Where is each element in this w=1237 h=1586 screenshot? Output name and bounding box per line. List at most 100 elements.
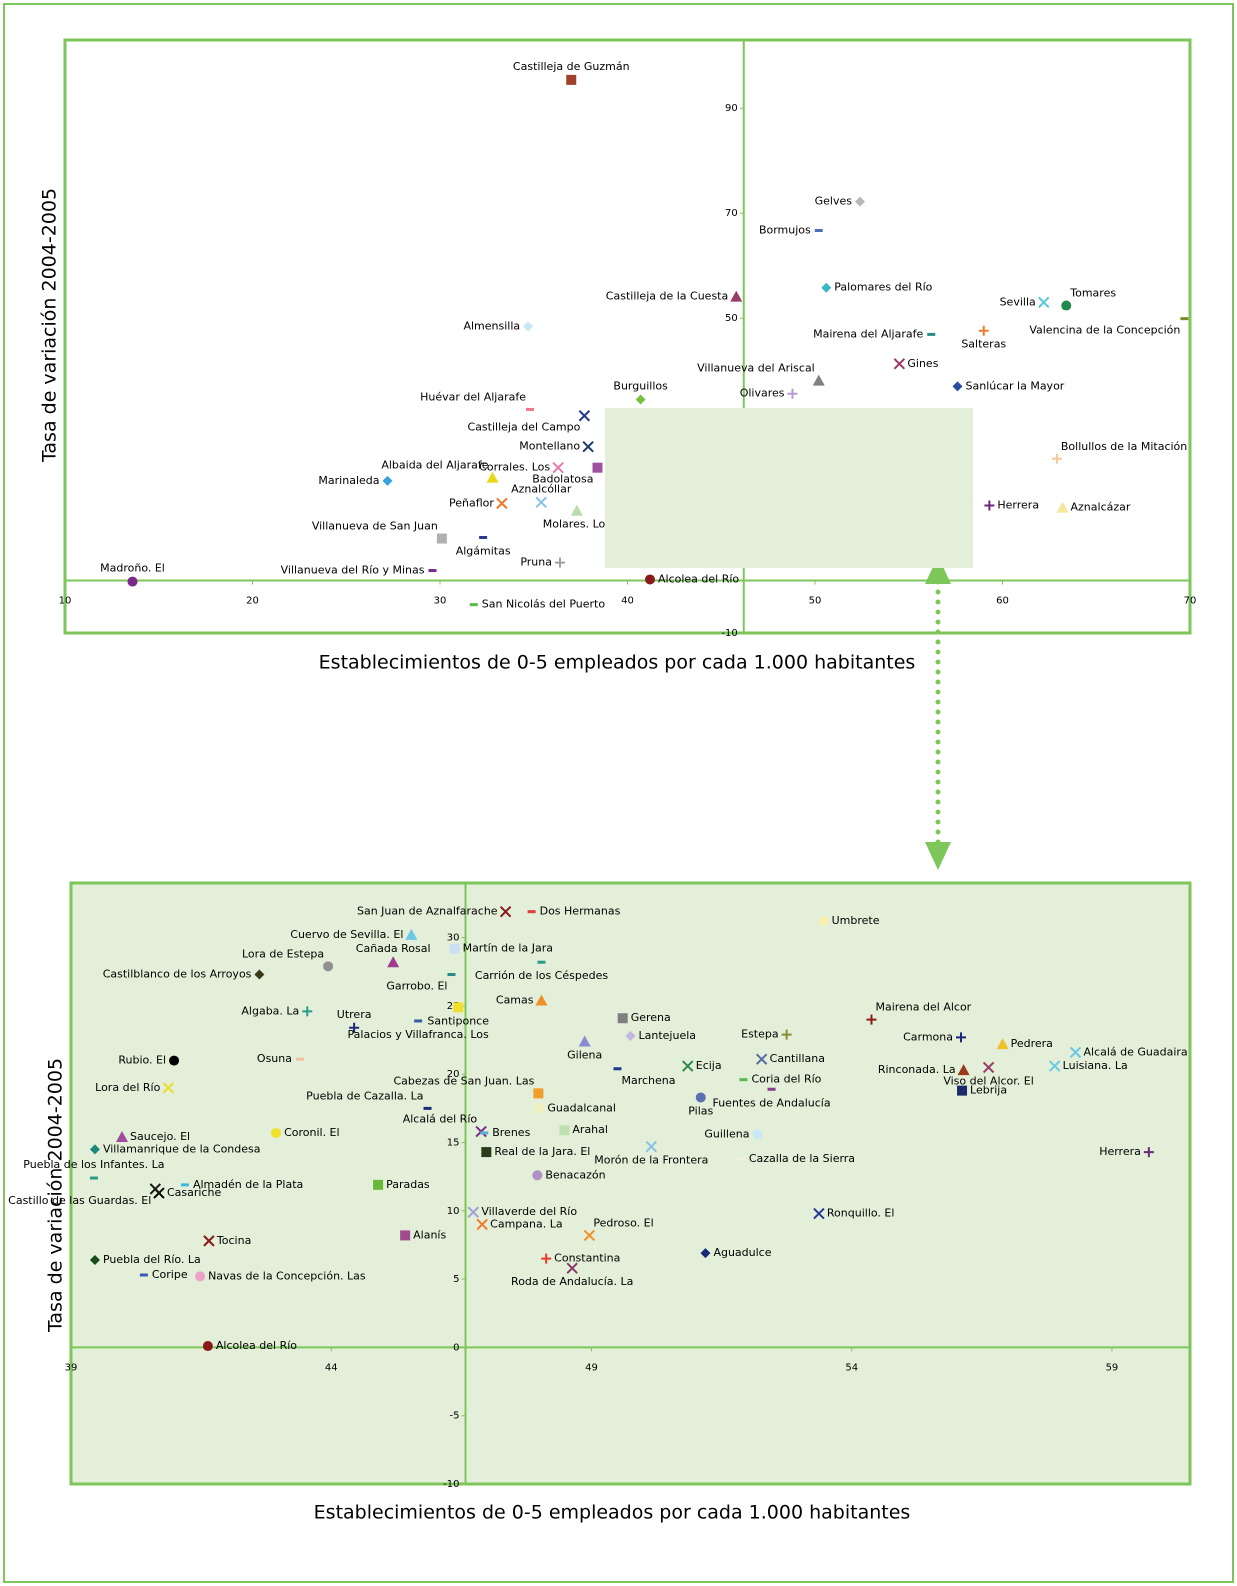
point: [373, 1179, 384, 1190]
point: [449, 943, 460, 954]
point: [952, 381, 963, 392]
point-label: Alcolea del Río: [216, 1339, 297, 1352]
y-tick-label: 0: [453, 1342, 459, 1353]
point: [323, 961, 334, 972]
point-label: Pedrera: [1011, 1037, 1053, 1050]
point: [582, 440, 594, 453]
point-label: Lora del Río: [95, 1081, 160, 1094]
point-label: Arahal: [572, 1123, 608, 1136]
point: [400, 1230, 411, 1241]
x-tick-label: 10: [59, 596, 72, 607]
y-tick-label: 50: [725, 313, 738, 324]
point: [570, 504, 583, 516]
point: [855, 196, 865, 207]
point-label: Herrera: [1099, 1145, 1141, 1158]
point: [752, 1129, 763, 1140]
point: [955, 1032, 966, 1043]
point-label: Gerena: [631, 1011, 671, 1024]
x-tick-label: 40: [621, 596, 634, 607]
point: [957, 1064, 970, 1076]
point-label: Utrera: [337, 1008, 372, 1021]
point: [635, 394, 646, 405]
point-label: Mairena del Aljarafe: [813, 327, 923, 340]
x-tick-label: 54: [845, 1362, 858, 1373]
point-label: Cabezas de San Juan. Las: [394, 1074, 535, 1087]
point-label: Aznalcóllar: [511, 482, 572, 495]
point-label: Gelves: [815, 195, 853, 208]
point: [169, 1055, 180, 1066]
point-label: Albaida del Aljarafe: [381, 459, 488, 472]
point-label: Bormujos: [759, 223, 811, 236]
point-label: Santiponce: [427, 1014, 489, 1027]
point: [592, 462, 603, 473]
point-label: Cantillana: [770, 1052, 825, 1065]
point-label: Real de la Jara. El: [494, 1145, 590, 1158]
point-label: Cuervo de Sevilla. El: [290, 928, 403, 941]
point: [89, 1144, 100, 1155]
x-tick-label: 60: [996, 596, 1009, 607]
point-label: Huévar del Aljarafe: [420, 390, 526, 403]
y-tick-label: -10: [721, 628, 737, 639]
point: [578, 1035, 591, 1047]
point: [436, 533, 447, 544]
point: [625, 1030, 636, 1041]
point: [527, 910, 536, 914]
point-label: Estepa: [741, 1028, 779, 1041]
point: [730, 290, 743, 302]
point: [781, 1029, 792, 1040]
zoom-panel: [71, 883, 1190, 1484]
point-label: Corrales. Los: [479, 461, 550, 474]
point-label: Ronquillo. El: [827, 1207, 895, 1220]
point-label: San Nicolás del Puerto: [482, 598, 606, 611]
point-label: Lora de Estepa: [242, 947, 324, 960]
point: [296, 1057, 305, 1061]
point: [139, 1273, 148, 1277]
point-label: Gilena: [567, 1048, 602, 1061]
point: [414, 1019, 423, 1023]
point-label: Umbrete: [832, 914, 880, 927]
point-label: Algaba. La: [241, 1004, 299, 1017]
point: [405, 928, 418, 940]
x-tick-label: 44: [325, 1362, 338, 1373]
zoom-region: [605, 408, 973, 568]
point-label: Puebla de Cazalla. La: [306, 1089, 423, 1102]
y-tick-label: 10: [447, 1206, 460, 1217]
point-label: Almensilla: [463, 320, 520, 333]
point: [447, 973, 456, 977]
point: [755, 1053, 768, 1065]
point: [537, 960, 546, 964]
point-label: Puebla de los Infantes. La: [23, 1158, 164, 1171]
point-label: Saucejo. El: [130, 1130, 190, 1143]
point: [893, 358, 906, 370]
point: [1180, 317, 1189, 321]
point: [127, 576, 138, 587]
point: [254, 969, 265, 980]
point-label: Badolatosa: [532, 473, 593, 486]
plot-frame: [63, 38, 1192, 635]
point-label: Tocina: [216, 1234, 251, 1247]
point-label: Palomares del Río: [834, 281, 932, 294]
point-label: Herrera: [997, 498, 1039, 511]
point-label: Navas de la Concepción. Las: [208, 1269, 366, 1282]
point-label: Peñaflor: [449, 496, 494, 509]
point: [1061, 300, 1072, 311]
point: [613, 1067, 622, 1071]
point: [682, 1060, 694, 1072]
y-tick-label: 90: [725, 103, 738, 114]
point: [978, 325, 989, 336]
point-label: Burguillos: [613, 379, 668, 392]
point-label: Casariche: [167, 1186, 221, 1199]
point-label: Ecija: [696, 1059, 722, 1072]
point-label: Coronil. El: [284, 1126, 340, 1139]
point-label: Guillena: [704, 1127, 749, 1140]
point: [813, 1207, 825, 1220]
point-label: Pedroso. El: [593, 1216, 653, 1229]
point: [559, 1125, 570, 1136]
point: [984, 500, 995, 511]
point: [1051, 453, 1062, 464]
point: [1069, 1046, 1082, 1059]
y-axis-title: Tasa de variación 2004-2005: [45, 1058, 67, 1333]
plot-frame: [69, 881, 1192, 1486]
point-label: Roda de Andalucía. La: [511, 1275, 633, 1288]
